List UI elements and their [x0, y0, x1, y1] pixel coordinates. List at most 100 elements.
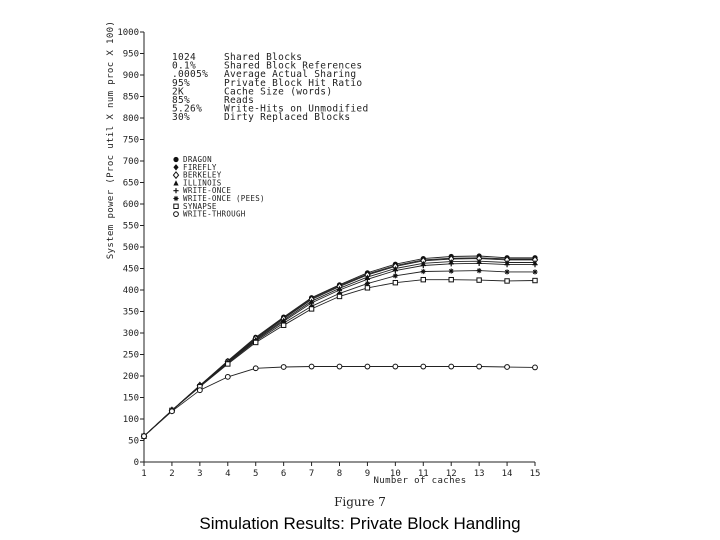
legend-marker — [172, 171, 180, 180]
series-line — [143, 279, 536, 437]
y-tick-label: 1000 — [117, 28, 139, 38]
data-point — [504, 262, 510, 268]
parameter-value: 30% — [172, 112, 190, 123]
legend-marker — [173, 195, 179, 202]
parameter-value: 2K — [172, 86, 184, 97]
y-tick-label: 0 — [134, 458, 139, 468]
x-tick-label: 15 — [530, 469, 541, 479]
data-point — [280, 322, 287, 328]
y-tick-label: 650 — [123, 179, 139, 189]
y-tick-label: 200 — [123, 372, 139, 382]
data-point — [336, 363, 343, 370]
data-point — [532, 277, 538, 284]
y-tick-label: 750 — [123, 136, 139, 146]
data-point — [476, 363, 483, 370]
data-point — [252, 365, 259, 372]
y-tick-label: 850 — [123, 93, 139, 103]
series — [140, 254, 539, 441]
data-point — [504, 278, 510, 284]
plot-area — [140, 253, 539, 441]
y-tick-label: 800 — [123, 114, 139, 124]
data-point — [196, 387, 203, 394]
legend-label: BERKELEY — [183, 171, 222, 180]
legend-label: WRITE-THROUGH — [183, 210, 246, 219]
legend-marker — [173, 188, 179, 194]
y-tick-label: 450 — [123, 265, 139, 275]
x-tick-label: 5 — [253, 469, 258, 479]
caption: Simulation Results: Private Block Handli… — [199, 514, 521, 533]
data-point — [364, 280, 371, 287]
data-point — [392, 273, 398, 279]
y-tick-label: 100 — [123, 415, 139, 425]
x-tick-label: 2 — [169, 469, 174, 479]
legend-marker — [173, 211, 179, 218]
parameter-label: Cache Size (words) — [224, 86, 332, 97]
series — [141, 276, 538, 439]
data-point — [476, 268, 482, 274]
y-tick-label: 350 — [123, 308, 139, 318]
parameter-value: 85% — [172, 95, 190, 106]
x-tick-label: 9 — [365, 469, 370, 479]
parameter-label: Shared Blocks — [224, 52, 302, 63]
x-tick-label: 4 — [225, 469, 230, 479]
data-point — [476, 277, 482, 283]
series — [141, 268, 538, 439]
legend: DRAGONFIREFLYBERKELEYILLINOISWRITE-ONCEW… — [172, 155, 265, 219]
data-point — [253, 339, 259, 346]
data-point — [392, 279, 399, 286]
y-axis-label: System power (Proc util X num proc X 100… — [106, 21, 116, 260]
series-line — [143, 366, 536, 437]
parameter-label: Dirty Replaced Blocks — [224, 112, 350, 123]
data-point — [420, 276, 426, 283]
data-point — [504, 364, 510, 370]
data-point — [364, 285, 371, 291]
parameter-value: 5.26% — [172, 104, 202, 115]
legend-marker — [173, 164, 179, 171]
data-point — [448, 268, 454, 274]
series — [141, 363, 538, 440]
x-tick-label: 1 — [141, 469, 146, 479]
figure-label: Figure 7 — [334, 495, 386, 509]
y-tick-label: 50 — [128, 437, 139, 447]
data-point — [141, 433, 147, 440]
data-point — [225, 361, 231, 367]
legend-marker — [173, 203, 179, 210]
data-point — [308, 306, 315, 312]
x-tick-label: 10 — [390, 469, 401, 479]
legend-label: ILLINOIS — [183, 178, 222, 187]
parameter-value: .0005% — [172, 69, 208, 80]
data-point — [336, 293, 343, 300]
y-tick-label: 400 — [123, 286, 139, 296]
legend-marker — [173, 180, 179, 186]
legend-label: DRAGON — [183, 155, 212, 164]
data-point — [448, 363, 455, 370]
legend-label: FIREFLY — [183, 163, 217, 172]
parameter-value: 0.1% — [172, 61, 196, 72]
y-tick-label: 250 — [123, 351, 139, 361]
y-tick-label: 300 — [123, 329, 139, 339]
data-point — [280, 364, 287, 370]
legend-marker — [173, 156, 179, 163]
y-tick-label: 950 — [123, 50, 139, 60]
x-tick-label: 7 — [309, 469, 314, 479]
x-tick-label: 3 — [197, 469, 202, 479]
parameter-label: Write-Hits on Unmodified — [224, 104, 368, 115]
series — [141, 260, 538, 439]
data-point — [448, 261, 454, 267]
data-point — [420, 262, 426, 269]
data-point — [169, 408, 175, 415]
parameter-value: 1024 — [172, 52, 196, 63]
legend-label: SYNAPSE — [183, 202, 217, 211]
parameter-table: 1024 Shared Blocks 0.1% Shared Block Refere… — [172, 52, 368, 123]
axes: 0 50 100 150 200 250 300 350 400 450 500 550 600 650 7… — [117, 28, 540, 479]
data-point — [336, 290, 343, 297]
x-tick-label: 12 — [446, 469, 457, 479]
parameter-label: Average Actual Sharing — [224, 69, 356, 80]
data-point — [476, 260, 482, 266]
data-point — [392, 268, 398, 274]
parameter-label: Reads — [224, 95, 254, 106]
data-point — [364, 363, 371, 370]
parameter-value: 95% — [172, 78, 190, 89]
parameter-label: Shared Block References — [224, 61, 362, 72]
